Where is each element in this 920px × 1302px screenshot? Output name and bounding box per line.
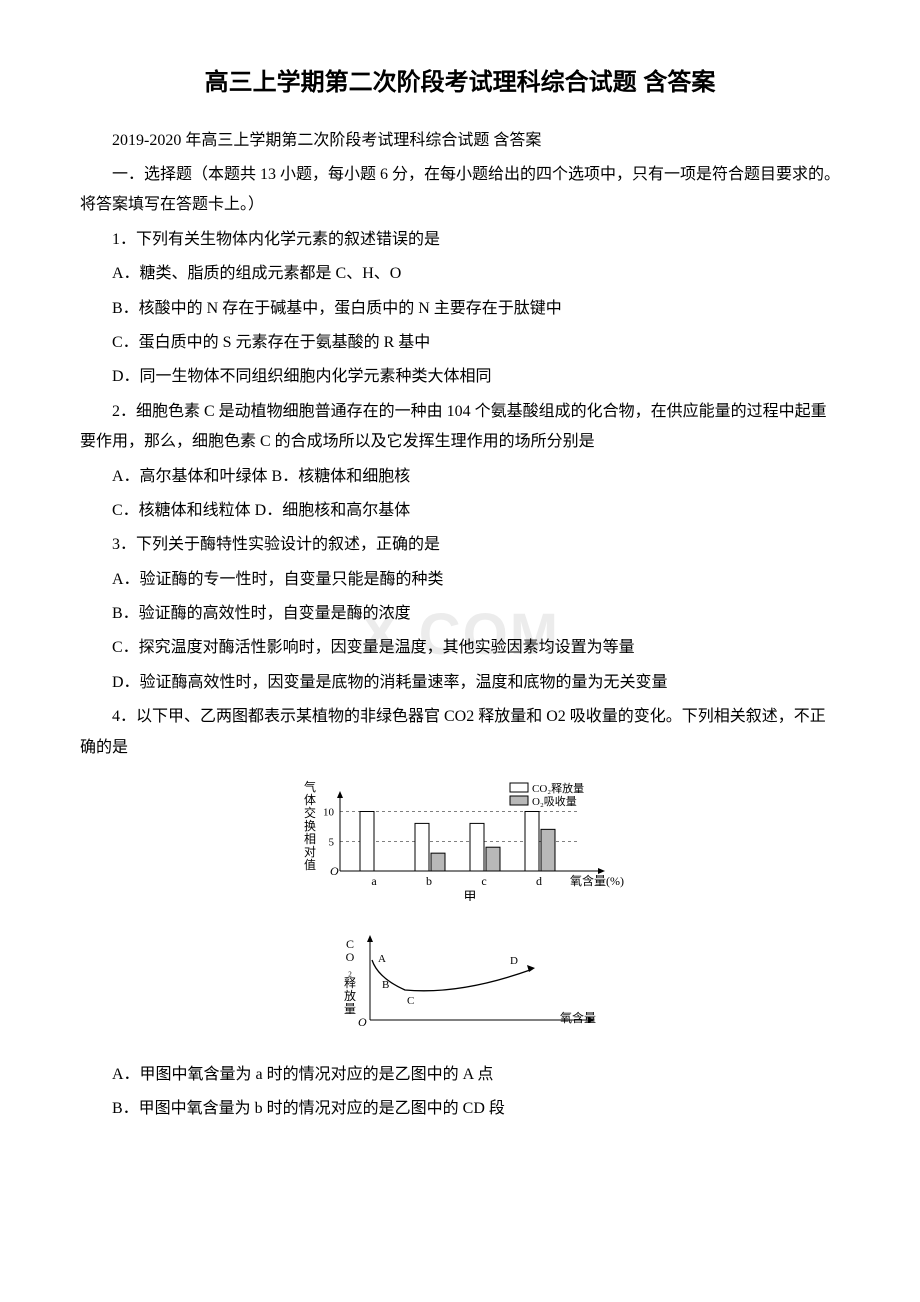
svg-text:氧含量: 氧含量	[560, 1010, 596, 1025]
svg-text:b: b	[426, 874, 432, 888]
svg-text:放: 放	[344, 988, 356, 1003]
svg-text:C: C	[346, 937, 354, 951]
q1-option-a: A．糖类、脂质的组成元素都是 C、H、O	[80, 259, 840, 289]
svg-text:气: 气	[304, 779, 316, 794]
section-intro: 一．选择题（本题共 13 小题，每小题 6 分，在每小题给出的四个选项中，只有一…	[80, 160, 840, 221]
svg-text:A: A	[378, 953, 386, 965]
q3-option-c: C．探究温度对酶活性影响时，因变量是温度，其他实验因素均设置为等量	[80, 633, 840, 663]
q1-option-c: C．蛋白质中的 S 元素存在于氨基酸的 R 基中	[80, 328, 840, 358]
svg-text:释: 释	[344, 976, 356, 990]
bar-chart: 气体交换相对值O 10 5 a b c d 氧含量(%) CO₂释放量O₂吸收量甲	[280, 771, 640, 901]
svg-text:d: d	[536, 874, 542, 888]
svg-text:甲: 甲	[463, 889, 476, 901]
svg-text:a: a	[371, 874, 377, 888]
svg-text:B: B	[382, 979, 389, 991]
q3-option-b: B．验证酶的高效性时，自变量是酶的浓度	[80, 599, 840, 629]
svg-text:D: D	[510, 955, 518, 967]
q3-stem: 3．下列关于酶特性实验设计的叙述，正确的是	[80, 530, 840, 560]
svg-text:量: 量	[344, 1002, 356, 1016]
svg-text:CO₂释放量: CO₂释放量	[532, 781, 584, 795]
line-chart: CO₂释放量OABCD氧含量	[280, 920, 640, 1040]
svg-text:O: O	[358, 1015, 367, 1029]
svg-text:值: 值	[304, 857, 316, 872]
page-title: 高三上学期第二次阶段考试理科综合试题 含答案	[80, 60, 840, 106]
q3-option-d: D．验证酶高效性时，因变量是底物的消耗量速率，温度和底物的量为无关变量	[80, 668, 840, 698]
q1-stem: 1．下列有关生物体内化学元素的叙述错误的是	[80, 225, 840, 255]
svg-text:相: 相	[304, 832, 316, 846]
figure-chart2: CO₂释放量OABCD氧含量	[80, 920, 840, 1051]
q2-option-cd: C．核糖体和线粒体 D．细胞核和高尔基体	[80, 496, 840, 526]
figure-chart1: 气体交换相对值O 10 5 a b c d 氧含量(%) CO₂释放量O₂吸收量甲	[80, 771, 840, 912]
q1-option-b: B．核酸中的 N 存在于碱基中，蛋白质中的 N 主要存在于肽键中	[80, 294, 840, 324]
svg-text:氧含量(%): 氧含量(%)	[570, 873, 624, 888]
q4-option-b: B．甲图中氧含量为 b 时的情况对应的是乙图中的 CD 段	[80, 1094, 840, 1124]
q4-option-a: A．甲图中氧含量为 a 时的情况对应的是乙图中的 A 点	[80, 1060, 840, 1090]
svg-text:5: 5	[329, 836, 335, 848]
svg-text:体: 体	[304, 793, 316, 807]
subtitle: 2019-2020 年高三上学期第二次阶段考试理科综合试题 含答案	[80, 126, 840, 156]
svg-text:c: c	[481, 874, 486, 888]
q3-option-a: A．验证酶的专一性时，自变量只能是酶的种类	[80, 565, 840, 595]
svg-text:对: 对	[304, 845, 316, 859]
svg-text:O: O	[346, 950, 355, 964]
svg-text:10: 10	[323, 807, 335, 819]
q2-stem: 2．细胞色素 C 是动植物细胞普通存在的一种由 104 个氨基酸组成的化合物，在…	[80, 397, 840, 458]
q1-option-d: D．同一生物体不同组织细胞内化学元素种类大体相同	[80, 362, 840, 392]
q2-option-ab: A．高尔基体和叶绿体 B．核糖体和细胞核	[80, 462, 840, 492]
svg-text:₂: ₂	[348, 963, 352, 977]
svg-text:O: O	[330, 864, 339, 878]
q4-stem: 4．以下甲、乙两图都表示某植物的非绿色器官 CO2 释放量和 O2 吸收量的变化…	[80, 702, 840, 763]
svg-text:交: 交	[304, 805, 316, 820]
svg-text:C: C	[407, 995, 414, 1007]
svg-text:换: 换	[304, 819, 316, 833]
document-content: 高三上学期第二次阶段考试理科综合试题 含答案 2019-2020 年高三上学期第…	[80, 60, 840, 1125]
svg-text:O₂吸收量: O₂吸收量	[532, 794, 577, 808]
